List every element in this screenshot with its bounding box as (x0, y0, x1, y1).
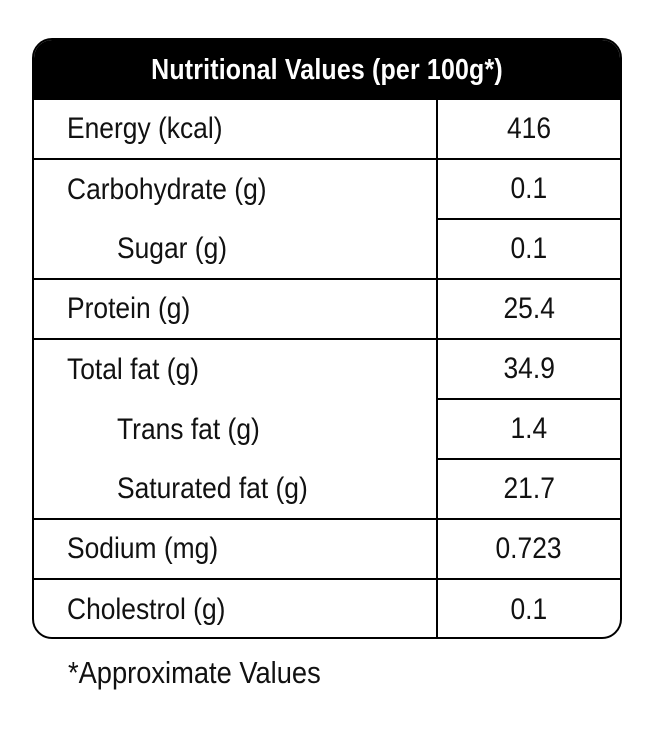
row-value: 0.1 (510, 593, 548, 626)
table-row: Trans fat (g) 1.4 (34, 400, 620, 460)
table-title: Nutritional Values (per 100g*) (75, 40, 579, 100)
footnote: *Approximate Values (68, 655, 321, 690)
row-value: 0.1 (438, 160, 620, 220)
row-value: 25.4 (503, 292, 555, 325)
row-label: Sugar (g) (34, 220, 438, 278)
row-value: 1.4 (438, 400, 620, 460)
row-value: 416 (506, 112, 552, 145)
row-label: Cholestrol (g) (34, 580, 438, 637)
table-row: Total fat (g) 34.9 (34, 340, 620, 400)
row-label: Carbohydrate (g) (34, 160, 438, 220)
row-value: 0.723 (495, 532, 563, 565)
table-row: Energy (kcal) 416 (34, 100, 620, 160)
row-value: 0.1 (510, 232, 548, 265)
row-label: Total fat (g) (34, 340, 438, 400)
table-header: Nutritional Values (per 100g*) (34, 40, 620, 100)
row-label: Protein (g) (34, 280, 438, 338)
table-row: Sugar (g) 0.1 (34, 220, 620, 280)
nutrition-table: Nutritional Values (per 100g*) Energy (k… (32, 38, 622, 639)
table-row: Protein (g) 25.4 (34, 280, 620, 340)
table-row: Sodium (mg) 0.723 (34, 520, 620, 580)
row-label: Saturated fat (g) (34, 460, 438, 518)
row-label: Trans fat (g) (34, 400, 438, 460)
table-body: Energy (kcal) 416 Carbohydrate (g) 0.1 S… (34, 100, 620, 637)
row-value: 34.9 (438, 340, 620, 400)
row-label: Sodium (mg) (34, 520, 438, 578)
table-row: Carbohydrate (g) 0.1 (34, 160, 620, 220)
table-row: Saturated fat (g) 21.7 (34, 460, 620, 520)
table-row: Cholestrol (g) 0.1 (34, 580, 620, 637)
row-label: Energy (kcal) (34, 100, 438, 158)
row-value: 21.7 (503, 472, 555, 505)
